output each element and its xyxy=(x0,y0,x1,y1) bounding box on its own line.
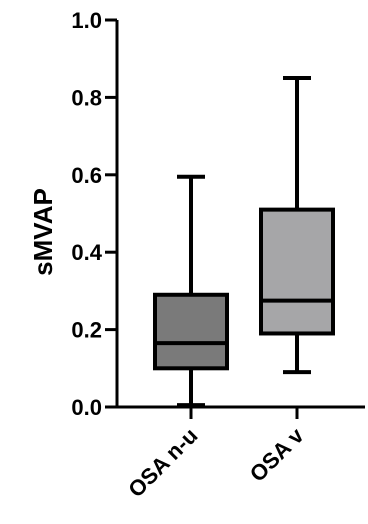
y-tick-label: 0.0 xyxy=(71,395,102,420)
y-tick-label: 1.0 xyxy=(71,8,102,33)
y-tick-label: 0.8 xyxy=(71,85,102,110)
box-iqr xyxy=(261,210,333,334)
box-iqr xyxy=(155,295,227,369)
y-tick-label: 0.4 xyxy=(71,240,102,265)
boxes xyxy=(155,78,335,405)
y-tick-label: 0.2 xyxy=(71,318,102,343)
category-labels: OSA n-u OSA v xyxy=(123,422,309,502)
y-axis-title: sMVAP xyxy=(28,188,58,276)
x-category-label: OSA n-u xyxy=(123,423,202,502)
y-tick-label: 0.6 xyxy=(71,163,102,188)
x-category-label: OSA v xyxy=(245,422,309,486)
